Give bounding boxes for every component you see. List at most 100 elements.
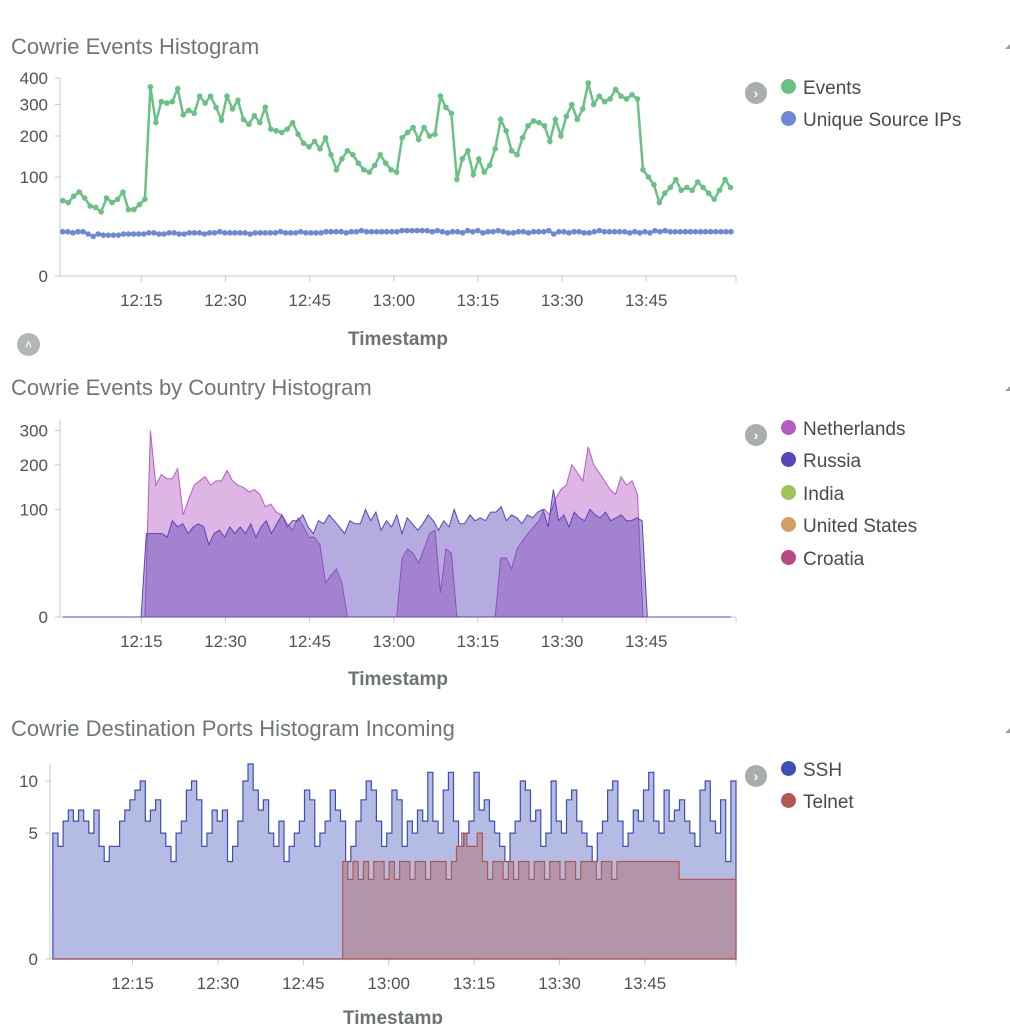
data-point (156, 231, 162, 237)
data-point (95, 231, 102, 237)
series-area-netherlands (62, 430, 731, 618)
data-point (677, 228, 684, 235)
legend-label: Netherlands (803, 419, 906, 440)
resize-corner-icon[interactable] (1002, 44, 1010, 52)
data-point (510, 230, 517, 236)
data-point (103, 195, 110, 201)
x-axis-label: Timestamp (343, 1008, 443, 1024)
events-histogram-chart[interactable]: 0 100 200 300 400 12:15 12:30 12:45 13:00 13:15 13… (0, 60, 740, 355)
data-point (135, 231, 142, 237)
data-point (503, 128, 509, 134)
data-point (711, 196, 717, 203)
data-point (716, 187, 723, 194)
chevron-right-icon[interactable]: › (745, 424, 767, 446)
data-point (338, 228, 344, 235)
legend-item-ssh[interactable]: SSH (781, 760, 842, 786)
y-tick-label: 300 (20, 96, 48, 115)
data-point (125, 206, 132, 213)
data-point (728, 228, 734, 235)
data-point (289, 119, 296, 126)
data-point (350, 151, 356, 158)
ports-histogram-chart[interactable]: 0 5 10 12:15 12:30 12:45 13:00 13:15 13:30 13:45 T… (0, 742, 740, 1024)
data-point (297, 228, 304, 235)
data-point (651, 181, 657, 188)
data-point (120, 189, 126, 195)
data-point (196, 230, 203, 236)
data-point (361, 167, 367, 173)
data-point (550, 231, 557, 237)
legend-label: United States (803, 516, 918, 537)
data-point (333, 167, 340, 173)
data-point (302, 230, 309, 236)
resize-corner-icon[interactable] (1002, 728, 1010, 736)
data-point (130, 231, 137, 237)
data-point (311, 138, 318, 145)
chevron-right-icon[interactable]: › (745, 82, 767, 104)
data-point (591, 228, 598, 235)
data-point (136, 201, 143, 208)
data-point (697, 228, 704, 235)
x-tick-label: 12:15 (120, 291, 163, 310)
y-tick-label: 0 (39, 608, 48, 627)
data-point (707, 228, 714, 235)
data-point (672, 228, 679, 235)
data-point (410, 124, 416, 131)
legend-item-unique-ips[interactable]: Unique Source IPs (781, 110, 961, 136)
legend-dot (781, 550, 796, 566)
data-point (224, 93, 230, 99)
data-point (181, 231, 188, 237)
legend-item-telnet[interactable]: Telnet (781, 792, 854, 818)
data-point (606, 228, 613, 235)
legend-item-india[interactable]: India (781, 484, 844, 510)
data-point (322, 134, 329, 141)
legend-dot (781, 485, 796, 501)
data-point (520, 228, 527, 235)
data-point (515, 228, 522, 235)
data-point (368, 228, 375, 235)
data-point (333, 228, 339, 235)
data-point (373, 228, 380, 235)
data-point (323, 228, 329, 235)
x-tick-label: 12:45 (282, 974, 325, 993)
resize-corner-icon[interactable] (1002, 386, 1010, 394)
data-point (647, 230, 653, 236)
country-histogram-chart[interactable]: 0 100 200 300 12:15 12:30 12:45 13:00 13:15 13:30… (0, 400, 740, 695)
legend-item-events[interactable]: Events (781, 78, 861, 104)
data-point (284, 126, 291, 132)
legend-item-netherlands[interactable]: Netherlands (781, 419, 905, 445)
data-point (237, 230, 243, 236)
x-tick-label: 12:45 (288, 632, 331, 651)
data-point (414, 227, 420, 234)
data-point (163, 100, 170, 106)
data-point (505, 230, 512, 236)
data-point (273, 128, 280, 134)
data-point (576, 228, 582, 235)
data-point (227, 230, 233, 236)
data-point (252, 230, 258, 236)
chevron-up-icon[interactable]: ˄ (17, 333, 40, 356)
chevron-right-icon[interactable]: › (745, 765, 767, 787)
data-point (579, 106, 586, 112)
data-point (196, 93, 203, 99)
data-point (459, 230, 466, 236)
legend-item-croatia[interactable]: Croatia (781, 549, 864, 575)
data-point (202, 100, 208, 106)
data-point (146, 230, 152, 236)
legend-dot (781, 761, 796, 777)
data-point (640, 167, 646, 173)
data-point (464, 227, 471, 234)
legend-item-united-states[interactable]: United States (781, 516, 917, 542)
data-point (267, 126, 274, 132)
x-tick-label: 13:45 (625, 632, 668, 651)
data-point (547, 138, 553, 145)
data-point (65, 199, 72, 206)
data-point (353, 228, 360, 235)
legend-item-russia[interactable]: Russia (781, 451, 861, 477)
data-point (444, 230, 451, 236)
data-point (712, 228, 719, 235)
data-point (115, 232, 122, 238)
data-point (612, 86, 619, 93)
data-point (216, 228, 223, 235)
data-point (344, 147, 351, 154)
data-point (87, 203, 93, 209)
